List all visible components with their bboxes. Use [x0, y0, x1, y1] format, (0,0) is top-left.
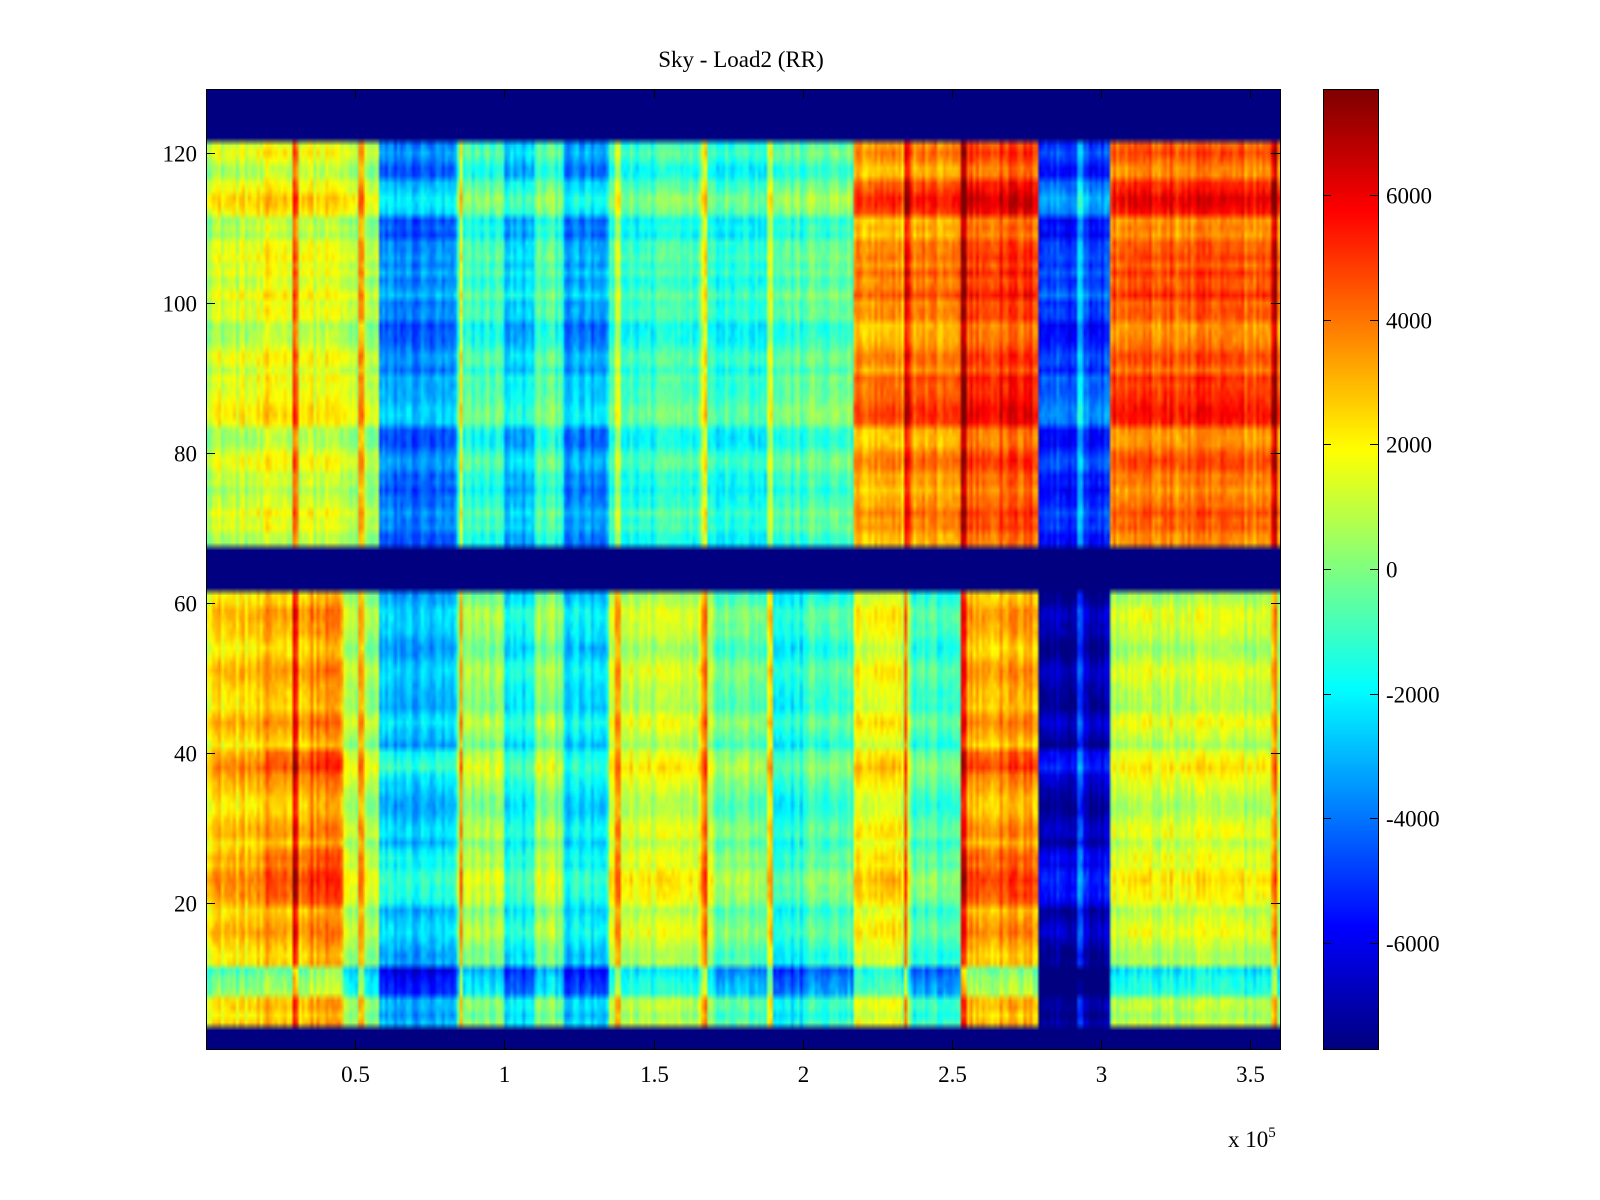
x-ticks: 0.5 1 1.5 2 2.5 3 3.5: [341, 89, 1265, 1087]
x-tick-label: 1.5: [640, 1062, 669, 1087]
x-multiplier-label: x 105: [1228, 1125, 1276, 1152]
x-tick-label: 0.5: [341, 1062, 370, 1087]
heatmap: [206, 89, 1280, 1049]
chart-title: Sky - Load2 (RR): [658, 47, 823, 72]
y-tick-label: 60: [174, 592, 197, 617]
y-tick-label: 100: [163, 292, 198, 317]
colorbar-tick-label: -4000: [1386, 807, 1440, 832]
x-multiplier-exponent: 5: [1268, 1125, 1276, 1141]
colorbar-tick-label: 0: [1386, 558, 1398, 583]
y-ticks: 20 40 60 80 100 120: [163, 142, 1280, 917]
x-tick-label: 1: [499, 1062, 511, 1087]
x-multiplier-prefix: x 10: [1228, 1127, 1268, 1152]
colorbar-ticks: 6000 4000 2000 0 -2000 -4000 -6000: [1323, 184, 1440, 957]
x-tick-label: 3: [1096, 1062, 1108, 1087]
colorbar-tick-label: -6000: [1386, 932, 1440, 957]
y-tick-label: 20: [174, 892, 197, 917]
x-tick-label: 2.5: [938, 1062, 967, 1087]
x-tick-label: 2: [798, 1062, 810, 1087]
y-tick-label: 80: [174, 442, 197, 467]
colorbar-tick-label: 4000: [1386, 309, 1432, 334]
heatmap-image: [206, 89, 1280, 1049]
colorbar-tick-label: 6000: [1386, 184, 1432, 209]
y-tick-label: 120: [163, 142, 198, 167]
colorbar-gradient: [1323, 89, 1378, 1049]
colorbar-tick-label: 2000: [1386, 433, 1432, 458]
y-tick-label: 40: [174, 742, 197, 767]
colorbar-tick-label: -2000: [1386, 683, 1440, 708]
colorbar: 6000 4000 2000 0 -2000 -4000 -6000: [1323, 89, 1440, 1050]
plot-area-frame: [206, 89, 1281, 1050]
x-tick-label: 3.5: [1236, 1062, 1265, 1087]
